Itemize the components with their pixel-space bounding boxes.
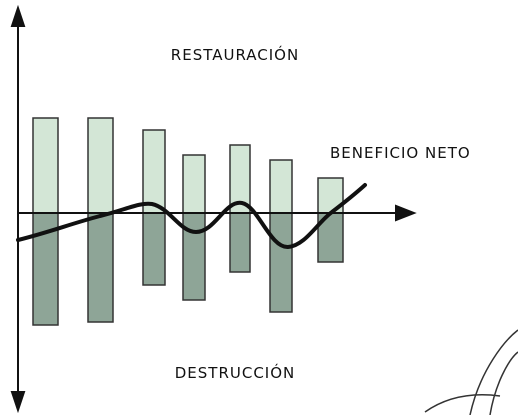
net-benefit-line (16, 183, 367, 250)
bar-destruction (87, 212, 114, 323)
axes (10, 4, 417, 414)
bar-restoration (269, 159, 293, 214)
arrow-head (10, 4, 26, 27)
bar-destruction (269, 212, 293, 313)
bar-restoration (87, 117, 114, 214)
bar-restoration (32, 117, 59, 214)
bar-restoration (182, 154, 206, 214)
bar-destruction (229, 212, 251, 273)
bar-destruction (182, 212, 206, 301)
top-label: RESTAURACIÓN (171, 45, 299, 64)
bar-destruction (142, 212, 166, 286)
bottom-label: DESTRUCCIÓN (175, 363, 296, 382)
illustration (424, 329, 518, 415)
arrow-head (10, 391, 26, 414)
line-label: BENEFICIO NETO (330, 144, 471, 162)
arrow-head (395, 204, 417, 222)
bar-restoration (142, 129, 166, 214)
bar-restoration (317, 177, 344, 214)
